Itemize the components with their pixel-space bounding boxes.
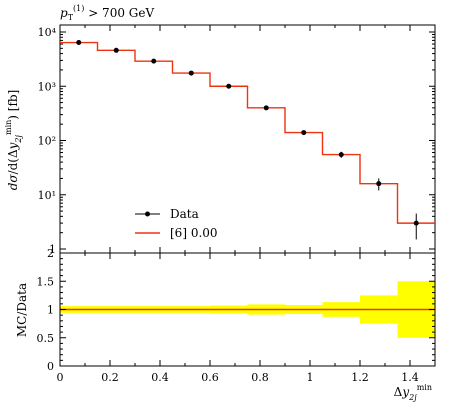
data-point bbox=[301, 130, 307, 136]
main-panel-frame bbox=[59, 24, 436, 254]
data-point bbox=[263, 105, 269, 111]
ratio-y-label: MC/Data bbox=[15, 283, 29, 337]
prediction-histogram bbox=[60, 41, 435, 224]
ratio-x-tick-label: 0.2 bbox=[101, 371, 119, 384]
legend-data-label: Data bbox=[170, 207, 199, 221]
main-y-axis: 1 10¹ 10² 10³ 10⁴ bbox=[38, 26, 435, 256]
main-y-tick-label: 10⁴ bbox=[38, 26, 57, 39]
ratio-y-tick-label: 1 bbox=[47, 304, 54, 317]
main-y-tick-label: 10² bbox=[38, 135, 56, 148]
ratio-x-tick-label: 1.4 bbox=[401, 371, 419, 384]
ratio-y-axis: 0 0.5 1 1.5 2 bbox=[37, 247, 435, 373]
chart-title: pT(1) > 700 GeV bbox=[60, 4, 154, 22]
data-point bbox=[413, 220, 419, 226]
ratio-x-tick-label: 0.8 bbox=[251, 371, 269, 384]
legend-data-marker bbox=[145, 211, 150, 217]
main-y-tick-label: 10³ bbox=[38, 80, 56, 93]
ratio-y-tick-label: 0.5 bbox=[37, 332, 55, 345]
main-y-label: dσ/d(Δy2jmin) [fb] bbox=[4, 90, 23, 191]
data-point bbox=[113, 47, 119, 53]
main-panel: 1 10¹ 10² 10³ 10⁴ dσ/d(Δy2jmin) [fb] Data [6… bbox=[4, 24, 436, 256]
x-axis-label: Δy2jmin bbox=[394, 383, 432, 402]
ratio-x-tick-label: 1.2 bbox=[351, 371, 369, 384]
ratio-panel: 0 0.5 1 1.5 2 0 0.2 0.4 0.6 0.8 1 1.2 1.4 MC/Data Δ… bbox=[15, 247, 436, 402]
legend-prediction-label: [6] 0.00 bbox=[170, 226, 218, 240]
data-point bbox=[151, 58, 157, 64]
ratio-x-tick-label: 0 bbox=[57, 371, 64, 384]
ratio-x-tick-label: 1 bbox=[307, 371, 314, 384]
ratio-y-tick-label: 1.5 bbox=[37, 275, 55, 288]
main-y-tick-label: 1 bbox=[49, 243, 56, 256]
main-x-ticks bbox=[59, 25, 436, 253]
prediction-step-line bbox=[60, 41, 435, 224]
ratio-y-tick-label: 0 bbox=[47, 360, 54, 373]
data-points bbox=[76, 40, 419, 240]
ratio-x-tick-label: 0.6 bbox=[201, 371, 219, 384]
data-point bbox=[188, 70, 194, 76]
main-y-tick-label: 10¹ bbox=[38, 189, 56, 202]
data-point bbox=[226, 83, 232, 89]
data-point bbox=[338, 152, 344, 158]
legend: Data [6] 0.00 bbox=[135, 207, 218, 240]
ratio-x-axis: 0 0.2 0.4 0.6 0.8 1 1.2 1.4 bbox=[57, 253, 436, 384]
ratio-x-tick-label: 0.4 bbox=[151, 371, 169, 384]
ratio-y-tick-label: 2 bbox=[47, 247, 54, 260]
data-point bbox=[376, 181, 382, 187]
data-point bbox=[76, 40, 82, 46]
